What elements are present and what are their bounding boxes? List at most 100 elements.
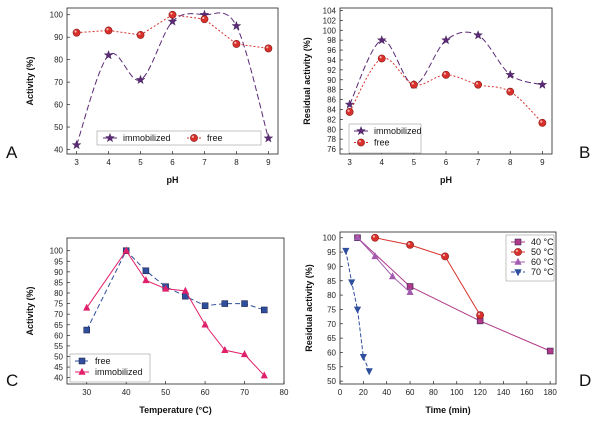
x-tick-label: 3 <box>347 158 352 167</box>
panel-letter: B <box>579 143 590 162</box>
legend-box <box>96 130 262 146</box>
data-point <box>537 79 548 89</box>
legend-label: free <box>95 356 111 366</box>
data-point <box>348 279 356 287</box>
y-axis-label: Activity (%) <box>25 56 35 105</box>
data-point <box>221 300 229 307</box>
y-tick-label: 70 <box>327 320 336 329</box>
y-tick-label: 90 <box>327 262 336 271</box>
x-tick-label: 20 <box>359 388 368 397</box>
data-point <box>142 276 150 284</box>
y-tick-label: 70 <box>54 78 63 87</box>
legend-box <box>505 234 555 282</box>
y-tick-label: 65 <box>54 321 63 330</box>
y-tick-label: 78 <box>327 135 336 144</box>
x-tick-label: 6 <box>444 158 449 167</box>
legend-label: 40 °C <box>531 237 554 247</box>
data-point <box>344 99 355 109</box>
y-tick-label: 86 <box>327 96 336 105</box>
y-tick-label: 98 <box>327 36 336 45</box>
y-tick-label: 102 <box>323 16 337 25</box>
data-point <box>345 108 354 116</box>
series-line-3 <box>345 250 370 372</box>
x-tick-label: 9 <box>540 158 545 167</box>
y-tick-label: 92 <box>327 66 336 75</box>
y-axis-label: Residual activity (%) <box>304 264 314 352</box>
data-point <box>167 16 178 26</box>
data-point <box>200 15 209 24</box>
data-point <box>506 87 515 96</box>
data-point <box>231 20 242 31</box>
data-point <box>342 247 350 255</box>
x-tick-label: 80 <box>280 388 289 397</box>
y-tick-label: 60 <box>327 348 336 357</box>
data-point <box>71 139 82 150</box>
data-point <box>365 368 373 376</box>
panel-letter: A <box>6 143 18 162</box>
x-tick-label: 0 <box>338 388 343 397</box>
panel-letter: C <box>6 371 18 390</box>
series-line-1 <box>374 237 481 316</box>
data-point <box>135 74 146 84</box>
x-tick-label: 4 <box>106 158 111 167</box>
legend-marker <box>190 134 198 142</box>
legend-label: 70 °C <box>531 267 554 277</box>
y-tick-label: 94 <box>327 56 336 65</box>
x-tick-label: 40 <box>122 388 131 397</box>
data-point <box>232 40 241 48</box>
legend-label: free <box>374 138 390 148</box>
data-point <box>181 286 189 294</box>
x-tick-label: 7 <box>202 158 207 167</box>
y-tick-label: 45 <box>54 363 63 372</box>
legend-marker <box>357 138 365 147</box>
data-point <box>441 35 451 45</box>
y-axis-label: Residual activity (%) <box>302 37 312 125</box>
data-point <box>83 303 91 311</box>
x-axis-label: pH <box>440 175 452 185</box>
data-point <box>538 118 547 127</box>
y-tick-label: 80 <box>54 56 63 65</box>
data-point <box>264 44 273 53</box>
y-tick-label: 100 <box>323 234 337 243</box>
x-tick-label: 140 <box>497 388 511 397</box>
data-point <box>474 80 483 89</box>
series-line-2 <box>357 237 411 293</box>
legend-label: 50 °C <box>531 247 554 257</box>
data-point <box>376 35 387 45</box>
data-point <box>409 80 418 89</box>
y-tick-label: 75 <box>54 300 63 309</box>
legend-label: immobilized <box>123 133 171 143</box>
y-tick-label: 100 <box>323 26 337 35</box>
data-point <box>371 233 379 242</box>
data-point <box>473 30 483 40</box>
legend-marker <box>514 269 522 277</box>
x-tick-label: 60 <box>201 388 210 397</box>
data-point <box>142 267 150 275</box>
data-point <box>72 28 81 37</box>
y-tick-label: 40 <box>54 374 63 383</box>
y-tick-label: 85 <box>54 278 63 287</box>
data-point <box>377 54 386 63</box>
x-tick-label: 160 <box>520 388 534 397</box>
data-point <box>371 252 379 260</box>
y-tick-label: 90 <box>54 268 63 277</box>
y-tick-label: 90 <box>54 33 63 42</box>
data-point <box>353 306 362 314</box>
y-tick-label: 82 <box>327 115 336 124</box>
y-tick-label: 85 <box>327 277 336 286</box>
data-point <box>162 284 170 292</box>
data-point <box>260 371 268 379</box>
y-tick-label: 80 <box>327 291 336 300</box>
y-tick-label: 50 <box>327 377 336 386</box>
x-axis-label: Time (min) <box>425 405 470 415</box>
legend-label: 60 °C <box>531 257 554 267</box>
data-point <box>104 26 113 35</box>
y-tick-label: 60 <box>54 101 63 110</box>
data-point <box>476 311 485 320</box>
data-point <box>136 31 145 39</box>
x-tick-label: 4 <box>380 158 385 167</box>
legend-marker <box>78 367 86 375</box>
x-axis-label: pH <box>167 175 179 185</box>
data-point <box>406 288 414 296</box>
plot-frame <box>339 231 557 385</box>
